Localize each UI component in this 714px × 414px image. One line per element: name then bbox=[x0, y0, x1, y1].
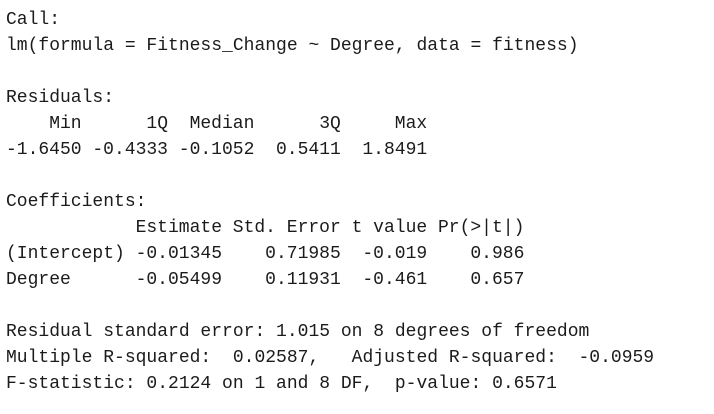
residual-value: 0.5411 bbox=[276, 140, 341, 160]
residual-value: -0.4333 bbox=[92, 140, 168, 160]
call-label: Call: bbox=[6, 10, 60, 30]
residuals-label: Residuals: bbox=[6, 88, 114, 108]
coef-cell: 0.71985 bbox=[265, 244, 341, 264]
coef-cell: -0.01345 bbox=[136, 244, 222, 264]
coefficients-label: Coefficients: bbox=[6, 192, 146, 212]
coef-cell: 0.11931 bbox=[265, 270, 341, 290]
coef-cell: -0.05499 bbox=[136, 270, 222, 290]
call-formula: lm(formula = Fitness_Change ~ Degree, da… bbox=[6, 36, 579, 56]
residual-value: -0.1052 bbox=[179, 140, 255, 160]
residual-header: Max bbox=[395, 114, 427, 134]
residual-header: 1Q bbox=[146, 114, 168, 134]
coef-row-name: (Intercept) bbox=[6, 244, 125, 264]
coef-header: t value bbox=[352, 218, 428, 238]
residual-value: -1.6450 bbox=[6, 140, 82, 160]
summary-line: Residual standard error: 1.015 on 8 degr… bbox=[6, 322, 589, 342]
coef-header: Pr(>|t|) bbox=[438, 218, 524, 238]
summary-line: Multiple R-squared: 0.02587, Adjusted R-… bbox=[6, 348, 654, 368]
summary-line: F-statistic: 0.2124 on 1 and 8 DF, p-val… bbox=[6, 374, 557, 394]
coef-header: Estimate bbox=[136, 218, 222, 238]
coef-header: Std. Error bbox=[233, 218, 341, 238]
coef-cell: -0.461 bbox=[362, 270, 427, 290]
coef-row-name: Degree bbox=[6, 270, 71, 290]
coef-cell: -0.019 bbox=[362, 244, 427, 264]
residual-value: 1.8491 bbox=[362, 140, 427, 160]
residual-header: Min bbox=[49, 114, 81, 134]
coef-cell: 0.657 bbox=[470, 270, 524, 290]
coef-cell: 0.986 bbox=[470, 244, 524, 264]
residual-header: 3Q bbox=[319, 114, 341, 134]
residual-header: Median bbox=[190, 114, 255, 134]
